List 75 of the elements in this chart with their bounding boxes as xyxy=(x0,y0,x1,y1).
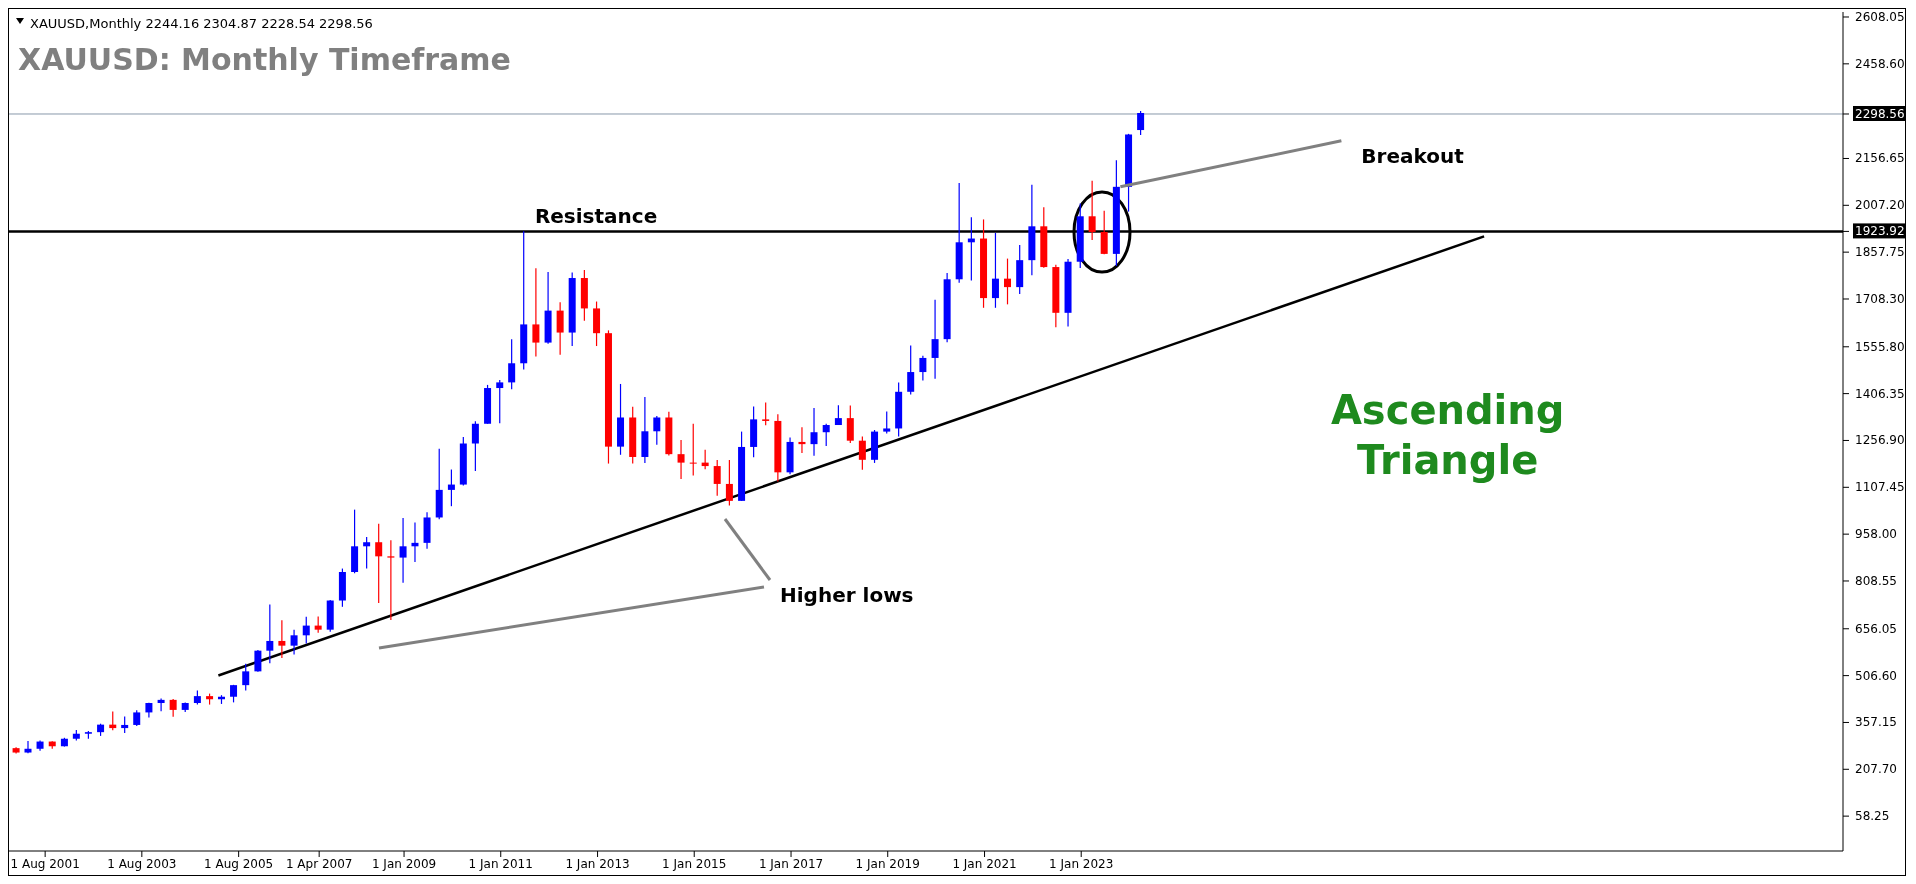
candlestick xyxy=(508,338,516,390)
candlestick xyxy=(762,401,770,426)
y-tick-label: 207.70 xyxy=(1855,762,1897,777)
candlestick xyxy=(907,344,915,396)
y-tick-label: 1107.45 xyxy=(1855,480,1905,495)
candlestick xyxy=(931,299,939,380)
candlestick xyxy=(846,404,854,444)
candlestick xyxy=(858,436,866,471)
y-tick-label: 58.25 xyxy=(1855,809,1890,824)
candlestick xyxy=(810,407,818,457)
annotation: Higher lows xyxy=(780,583,914,607)
y-tick-label: 2156.65 xyxy=(1855,151,1905,166)
candlestick xyxy=(677,439,685,480)
candlestick xyxy=(242,663,250,692)
x-tick-label: 1 Jan 2013 xyxy=(565,856,630,871)
candlestick xyxy=(713,459,721,497)
y-tick-label: 1857.75 xyxy=(1855,245,1905,260)
y-tick-label: 357.15 xyxy=(1855,715,1897,730)
candlestick xyxy=(1088,180,1096,241)
y-tick-label: 656.05 xyxy=(1855,621,1897,636)
x-tick-label: 1 Jan 2009 xyxy=(371,856,437,871)
candlestick xyxy=(496,379,504,424)
x-tick-label: 1 Jan 2019 xyxy=(855,856,920,871)
candlestick xyxy=(532,267,540,357)
x-tick-label: 1 Aug 2003 xyxy=(107,856,177,871)
candlestick xyxy=(1100,210,1108,255)
candlestick xyxy=(653,415,661,446)
y-tick-label: 1708.30 xyxy=(1855,291,1905,306)
annotation: XAUUSD,Monthly 2244.16 2304.87 2228.54 2298.56 xyxy=(30,16,373,31)
candlestick xyxy=(725,459,733,507)
candlestick xyxy=(1004,257,1012,305)
candlestick xyxy=(266,604,274,664)
candlestick xyxy=(689,423,697,477)
x-tick-label: 1 Jan 2023 xyxy=(1049,856,1114,871)
y-tick-label: 2298.56 xyxy=(1855,107,1905,121)
candlestick xyxy=(363,536,371,570)
candlestick xyxy=(919,355,927,382)
annotation: Ascending Triangle xyxy=(1330,386,1565,483)
candlestick xyxy=(556,301,564,356)
candlestick xyxy=(798,426,806,454)
candlestick xyxy=(991,232,999,309)
y-tick-label: 808.55 xyxy=(1855,573,1897,588)
candlestick xyxy=(471,420,479,472)
x-tick-label: 1 Jan 2011 xyxy=(468,856,533,871)
candlestick xyxy=(254,649,262,673)
candlestick xyxy=(375,523,383,604)
candlestick xyxy=(883,410,891,435)
annotation: Breakout xyxy=(1361,143,1465,168)
y-tick-label: 1256.90 xyxy=(1855,433,1905,448)
candlestick xyxy=(278,619,286,659)
y-tick-label: 1923.92 xyxy=(1855,224,1905,239)
candlestick xyxy=(1137,110,1145,136)
candlestick xyxy=(24,740,32,754)
candlestick xyxy=(822,423,830,447)
x-tick-label: 1 Aug 2001 xyxy=(10,856,80,871)
x-tick-label: 1 Aug 2005 xyxy=(204,856,274,871)
ref-line-label: Resistance xyxy=(534,204,658,229)
y-tick-label: 2458.60 xyxy=(1855,56,1905,71)
y-tick-label: 958.00 xyxy=(1855,527,1897,542)
candlestick xyxy=(399,517,407,584)
y-tick-label: 2608.05 xyxy=(1855,10,1905,24)
candlestick xyxy=(302,616,310,645)
x-tick-label: 1 Jan 2021 xyxy=(952,856,1017,871)
candlestick xyxy=(157,698,165,712)
y-tick-label: 1406.35 xyxy=(1855,386,1905,401)
candlestick xyxy=(387,539,395,621)
candlestick xyxy=(447,468,455,507)
text: XAUUSD: Monthly Timeframe xyxy=(18,42,511,77)
x-tick-label: 1 Jan 2017 xyxy=(758,856,824,871)
y-tick-label: 1555.80 xyxy=(1855,339,1905,354)
candlestick xyxy=(290,629,298,656)
y-tick-label: 2007.20 xyxy=(1855,198,1905,213)
y-tick-label: 506.60 xyxy=(1855,668,1897,683)
x-tick-label: 1 Jan 2015 xyxy=(662,856,727,871)
x-tick-label: 1 Apr 2007 xyxy=(285,856,353,871)
